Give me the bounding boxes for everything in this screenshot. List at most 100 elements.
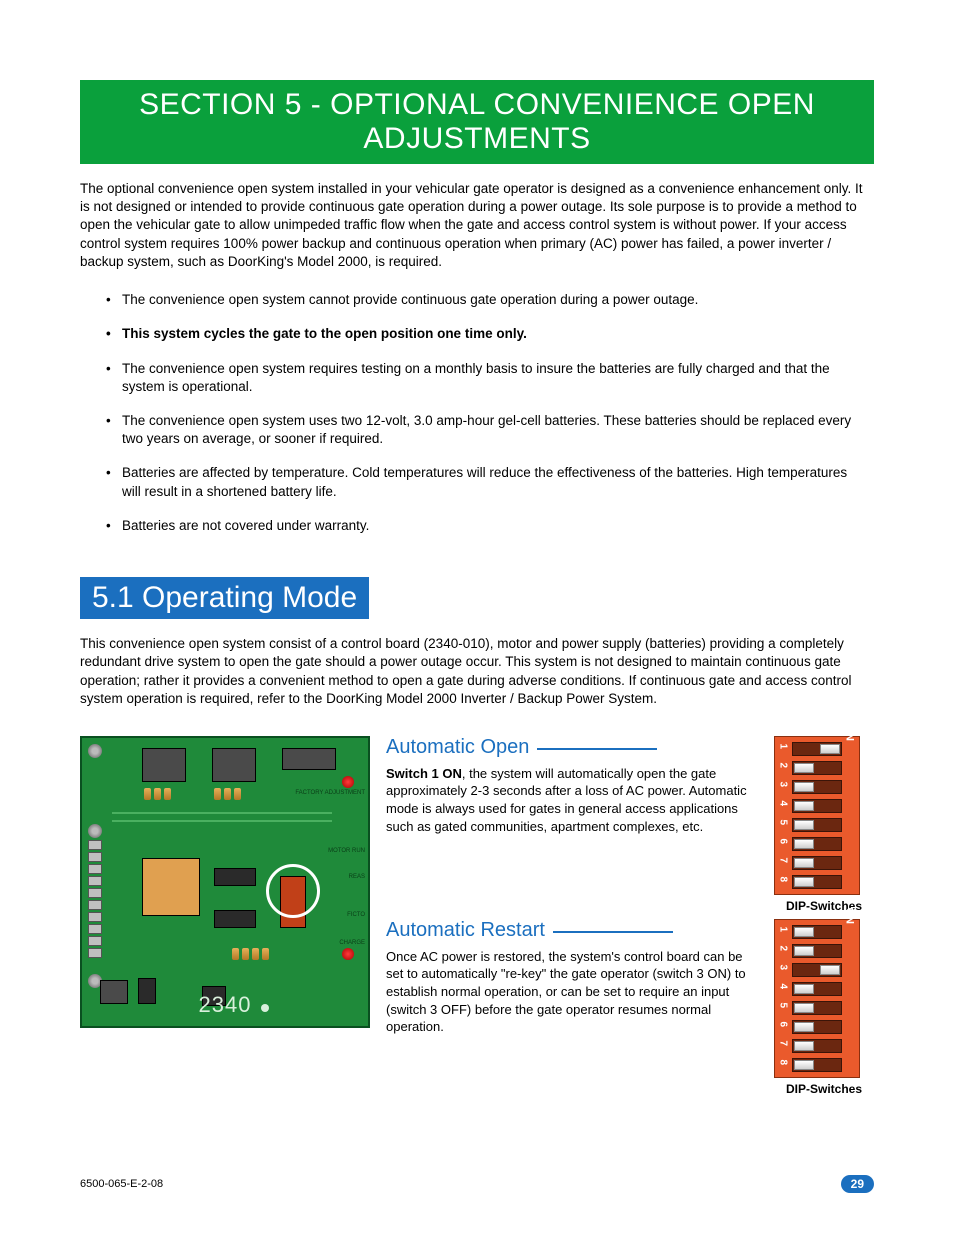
capacitor-icon	[262, 948, 269, 960]
dip-knob	[820, 744, 840, 754]
doc-id: 6500-065-E-2-08	[80, 1178, 163, 1190]
dip-knob	[794, 763, 814, 773]
bullet-item: The convenience open system uses two 12-…	[122, 412, 874, 448]
dip-knob	[794, 1022, 814, 1032]
dip-caption: DIP-Switches	[774, 1082, 874, 1096]
dip-slot	[792, 761, 842, 775]
dip-row: 2	[778, 943, 856, 959]
capacitor-icon	[164, 788, 171, 800]
dip-switch-panel: ON 12345678	[774, 919, 860, 1078]
board-model-label: 2340	[199, 992, 252, 1018]
terminal-pads	[88, 840, 104, 958]
dip-column-2: ON 12345678 DIP-Switches	[774, 919, 874, 1096]
dip-knob	[794, 1060, 814, 1070]
dip-number: 3	[778, 782, 789, 792]
dip-slot	[792, 1039, 842, 1053]
heading-text: Automatic Restart	[386, 919, 545, 942]
dip-row: 1	[778, 741, 856, 757]
heading-rule	[537, 748, 657, 750]
dip-row: 5	[778, 817, 856, 833]
dip-number: 1	[778, 927, 789, 937]
board-side-label: FICTO	[347, 912, 365, 918]
dip-knob	[794, 839, 814, 849]
capacitor-icon	[224, 788, 231, 800]
chip-icon	[142, 858, 200, 916]
dip-number: 8	[778, 877, 789, 887]
dip-slot	[792, 1058, 842, 1072]
connector-icon	[138, 978, 156, 1004]
dip-number: 7	[778, 858, 789, 868]
bullet-item: This system cycles the gate to the open …	[122, 325, 874, 343]
led-icon	[342, 776, 354, 788]
board-side-label: MOTOR RUN	[328, 848, 365, 854]
board-side-label: CHARGE	[339, 940, 365, 946]
screw-icon	[88, 744, 102, 758]
dip-slot	[792, 1020, 842, 1034]
dip-knob	[794, 984, 814, 994]
dip-row: 4	[778, 798, 856, 814]
dip-number: 7	[778, 1041, 789, 1051]
dip-number: 2	[778, 763, 789, 773]
board-column: FACTORY ADJUSTMENT MOTOR RUN REAS FICTO …	[80, 736, 370, 1096]
dip-knob	[794, 858, 814, 868]
dip-slot	[792, 856, 842, 870]
dip-slot	[792, 944, 842, 958]
dip-row: 5	[778, 1000, 856, 1016]
dip-switch-panel: ON 12345678	[774, 736, 860, 895]
dip-slot	[792, 925, 842, 939]
text-column: Automatic Open Switch 1 ON, the system w…	[386, 736, 874, 1096]
capacitor-icon	[234, 788, 241, 800]
auto-open-heading: Automatic Open	[386, 736, 758, 759]
board-side-label: REAS	[349, 874, 365, 880]
ic-icon	[214, 868, 256, 886]
bullet-item: The convenience open system cannot provi…	[122, 291, 874, 309]
dip-on-label: ON	[843, 907, 855, 924]
dip-row: 6	[778, 836, 856, 852]
dip-column-1: ON 12345678 DIP-Switches	[774, 736, 874, 913]
dip-slot	[792, 742, 842, 756]
page-footer: 6500-065-E-2-08 29	[80, 1175, 874, 1193]
bullet-list: The convenience open system cannot provi…	[80, 291, 874, 535]
capacitor-icon	[232, 948, 239, 960]
dip-number: 4	[778, 984, 789, 994]
circuit-board-diagram: FACTORY ADJUSTMENT MOTOR RUN REAS FICTO …	[80, 736, 370, 1028]
bullet-item: Batteries are not covered under warranty…	[122, 517, 874, 535]
dip-slot	[792, 837, 842, 851]
dip-row: 1	[778, 924, 856, 940]
dip-number: 1	[778, 744, 789, 754]
dip-knob	[794, 1003, 814, 1013]
led-icon	[342, 948, 354, 960]
ic-icon	[214, 910, 256, 928]
auto-restart-text: Once AC power is restored, the system's …	[386, 948, 758, 1036]
capacitor-icon	[154, 788, 161, 800]
dip-number: 5	[778, 1003, 789, 1013]
dip-row: 4	[778, 981, 856, 997]
dip-knob	[794, 877, 814, 887]
content-row: FACTORY ADJUSTMENT MOTOR RUN REAS FICTO …	[80, 736, 874, 1096]
page-number-badge: 29	[841, 1175, 874, 1193]
dip-row: 8	[778, 874, 856, 890]
dip-row: 7	[778, 855, 856, 871]
dip-slot	[792, 982, 842, 996]
dip-number: 4	[778, 801, 789, 811]
section-header: SECTION 5 - OPTIONAL CONVENIENCE OPEN AD…	[80, 80, 874, 164]
board-side-label: FACTORY ADJUSTMENT	[295, 790, 365, 796]
dip-on-label: ON	[843, 724, 855, 741]
heading-text: Automatic Open	[386, 736, 529, 759]
relay-icon	[212, 748, 256, 782]
dip-slot	[792, 875, 842, 889]
dip-number: 8	[778, 1060, 789, 1070]
screw-icon	[88, 824, 102, 838]
dip-row: 3	[778, 779, 856, 795]
capacitor-icon	[214, 788, 221, 800]
highlight-circle-icon	[266, 864, 320, 918]
dip-slot	[792, 963, 842, 977]
dip-caption: DIP-Switches	[774, 899, 874, 913]
dip-slot	[792, 780, 842, 794]
dip-knob	[794, 927, 814, 937]
dip-row: 7	[778, 1038, 856, 1054]
capacitor-icon	[252, 948, 259, 960]
dip-knob	[820, 965, 840, 975]
heading-rule	[553, 931, 673, 933]
dot-icon	[261, 1004, 269, 1012]
